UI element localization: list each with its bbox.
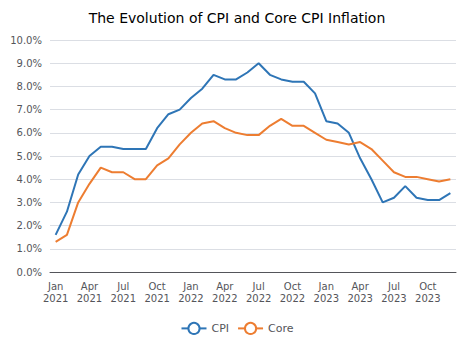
svg-text:2021: 2021 — [77, 293, 102, 304]
svg-text:2022: 2022 — [212, 293, 237, 304]
svg-text:Jan: Jan — [47, 281, 63, 292]
svg-text:6.0%: 6.0% — [17, 127, 42, 138]
svg-text:Jan: Jan — [318, 281, 334, 292]
svg-text:2023: 2023 — [314, 293, 339, 304]
svg-text:8.0%: 8.0% — [17, 81, 42, 92]
svg-text:10.0%: 10.0% — [10, 35, 42, 46]
svg-text:2023: 2023 — [381, 293, 406, 304]
svg-text:2021: 2021 — [111, 293, 136, 304]
svg-text:0.0%: 0.0% — [17, 267, 42, 278]
svg-text:Apr: Apr — [351, 281, 369, 292]
svg-text:4.0%: 4.0% — [17, 174, 42, 185]
svg-text:Oct: Oct — [284, 281, 301, 292]
svg-text:5.0%: 5.0% — [17, 151, 42, 162]
svg-text:Apr: Apr — [81, 281, 99, 292]
svg-text:2021: 2021 — [144, 293, 169, 304]
svg-text:2021: 2021 — [43, 293, 68, 304]
svg-text:3.0%: 3.0% — [17, 197, 42, 208]
svg-text:7.0%: 7.0% — [17, 104, 42, 115]
svg-text:Jul: Jul — [387, 281, 400, 292]
svg-text:Oct: Oct — [148, 281, 165, 292]
svg-text:2022: 2022 — [280, 293, 305, 304]
svg-text:CPI: CPI — [211, 322, 229, 335]
svg-text:Oct: Oct — [419, 281, 436, 292]
svg-text:The Evolution of CPI and Core: The Evolution of CPI and Core CPI Inflat… — [88, 10, 386, 26]
svg-text:2022: 2022 — [178, 293, 203, 304]
svg-text:Core: Core — [268, 322, 294, 335]
svg-text:9.0%: 9.0% — [17, 58, 42, 69]
svg-text:Jul: Jul — [116, 281, 129, 292]
svg-text:Jan: Jan — [182, 281, 198, 292]
svg-text:Apr: Apr — [216, 281, 234, 292]
svg-text:Jul: Jul — [252, 281, 265, 292]
svg-text:2023: 2023 — [347, 293, 372, 304]
svg-text:1.0%: 1.0% — [17, 243, 42, 254]
svg-text:2023: 2023 — [415, 293, 440, 304]
svg-text:2022: 2022 — [246, 293, 271, 304]
svg-text:2.0%: 2.0% — [17, 220, 42, 231]
